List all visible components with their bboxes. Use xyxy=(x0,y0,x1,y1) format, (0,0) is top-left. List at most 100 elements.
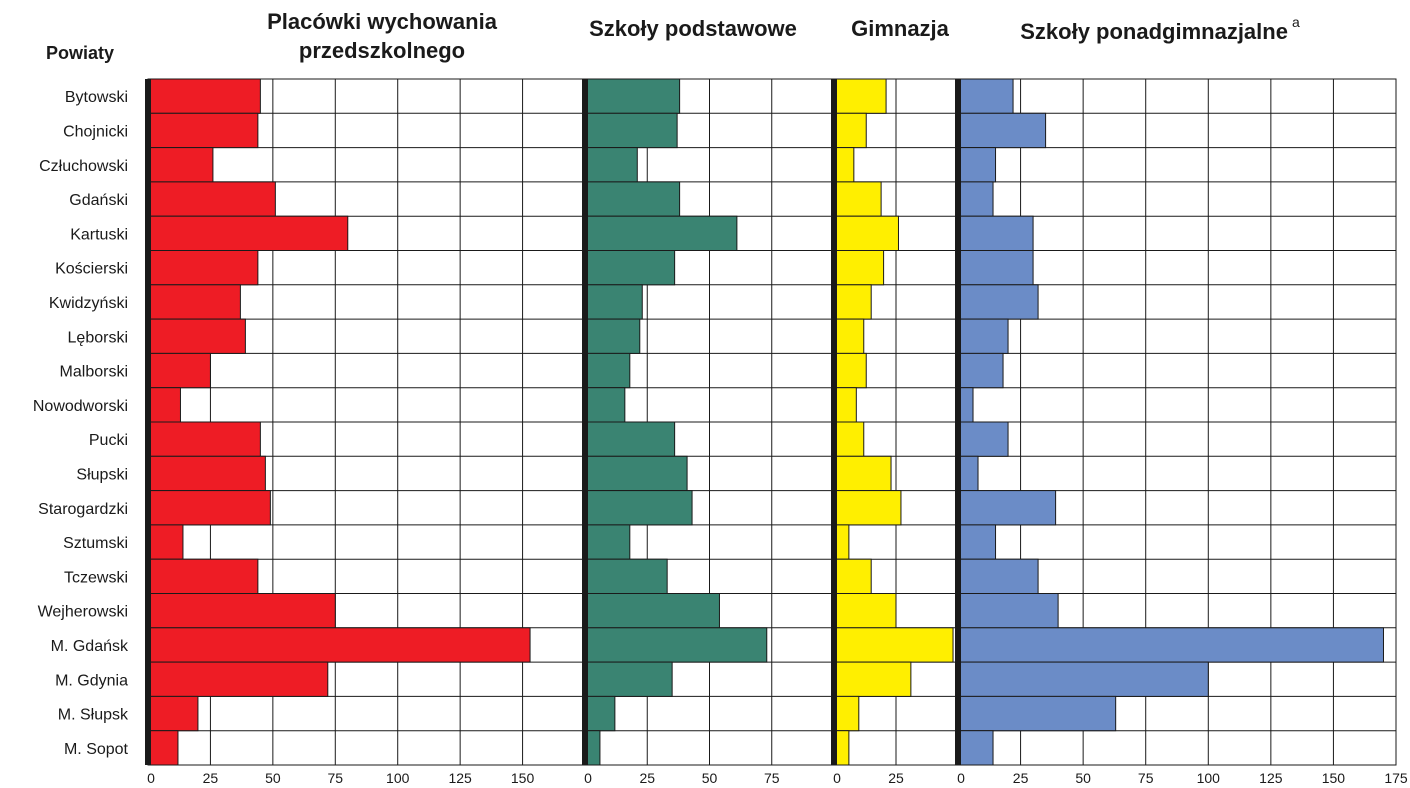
bar-3-m-gdynia xyxy=(833,661,912,697)
bar-4-chojnicki xyxy=(957,112,1047,149)
tick-label: 0 xyxy=(147,770,155,786)
bar-1-słupski xyxy=(147,455,266,492)
bar-1-gdański xyxy=(147,181,276,217)
bar-3-lęborski xyxy=(833,318,865,354)
bar-1-lęborski xyxy=(147,318,246,354)
bar-4-malborski xyxy=(957,352,1004,389)
bar-4-m-sopot xyxy=(957,730,994,766)
tick-label: 125 xyxy=(448,770,472,786)
bar-4-kartuski xyxy=(957,215,1034,251)
bar-2-chojnicki xyxy=(584,112,678,149)
bar-4-kościerski xyxy=(957,250,1034,286)
bar-4-gdański xyxy=(957,181,994,217)
tick-label: 75 xyxy=(764,770,780,786)
bar-3-kartuski xyxy=(833,215,899,251)
bar-1-m-gdańsk xyxy=(147,627,531,663)
tick-label: 25 xyxy=(1013,770,1029,786)
bar-3-kościerski xyxy=(833,250,885,286)
tick-label: 50 xyxy=(1075,770,1091,786)
bar-3-pucki xyxy=(833,421,865,457)
bar-4-człuchowski xyxy=(957,147,997,183)
bar-2-starogardzki xyxy=(584,490,693,526)
bar-4-m-słupsk xyxy=(957,695,1117,732)
tick-label: 0 xyxy=(584,770,592,786)
bar-3-m-gdańsk xyxy=(833,627,954,663)
tick-label: 150 xyxy=(511,770,535,786)
zero-axis-3 xyxy=(831,79,837,765)
category-label: M. Gdynia xyxy=(55,672,128,689)
category-label: Kwidzyński xyxy=(49,295,128,312)
bar-4-m-gdynia xyxy=(957,661,1209,697)
bar-2-kościerski xyxy=(584,250,676,286)
bar-2-nowodworski xyxy=(584,387,626,423)
bar-2-człuchowski xyxy=(584,147,638,183)
tick-labels: 0 25 50 75 100 125 150 0 25 50 75 0 25 0 25 50 75 100 125 1… xyxy=(147,770,1408,786)
tick-label: 100 xyxy=(386,770,410,786)
bar-2-m-gdańsk xyxy=(584,627,768,663)
tick-label: 75 xyxy=(327,770,343,786)
category-labels: Bytowski Chojnicki Człuchowski Gdański Kartu… xyxy=(33,89,129,758)
bar-1-wejherowski xyxy=(147,593,336,629)
bar-2-kartuski xyxy=(584,215,738,251)
category-label: M. Gdańsk xyxy=(51,638,129,655)
zero-axis-4 xyxy=(955,79,961,765)
category-label: Wejherowski xyxy=(38,604,128,621)
bar-2-kwidzyński xyxy=(584,284,643,320)
tick-label: 75 xyxy=(1138,770,1154,786)
bar-1-m-słupsk xyxy=(147,695,199,732)
bar-1-tczewski xyxy=(147,558,259,595)
tick-label: 25 xyxy=(888,770,904,786)
bar-2-słupski xyxy=(584,455,688,492)
bar-2-bytowski xyxy=(584,78,681,114)
bar-4-wejherowski xyxy=(957,593,1059,629)
tick-label: 125 xyxy=(1259,770,1283,786)
bar-1-m-sopot xyxy=(147,730,179,766)
panel-title-2-line-1: Szkoły podstawowe xyxy=(589,16,797,41)
zero-axis-1 xyxy=(145,79,151,765)
panel-title-1-line-2: przedszkolnego xyxy=(299,38,465,63)
tick-label: 100 xyxy=(1197,770,1221,786)
bar-2-tczewski xyxy=(584,558,668,595)
zero-axis-2 xyxy=(582,79,588,765)
bar-1-kościerski xyxy=(147,250,259,286)
bars xyxy=(147,78,1384,766)
bar-3-kwidzyński xyxy=(833,284,872,320)
bar-1-sztumski xyxy=(147,524,184,560)
bar-4-lęborski xyxy=(957,318,1009,354)
bar-4-sztumski xyxy=(957,524,997,560)
bar-1-człuchowski xyxy=(147,147,214,183)
bar-1-chojnicki xyxy=(147,112,259,149)
panel-title-3-line-1: Gimnazja xyxy=(851,16,950,41)
category-label: Kartuski xyxy=(70,226,128,243)
category-label: Gdański xyxy=(69,192,128,209)
bar-2-m-słupsk xyxy=(584,695,616,732)
bar-2-wejherowski xyxy=(584,593,720,629)
axis-lines xyxy=(145,79,961,765)
panel-title-1-line-1: Placówki wychowania xyxy=(267,9,498,34)
category-label: Lęborski xyxy=(68,329,128,346)
bar-1-nowodworski xyxy=(147,387,181,423)
bar-4-bytowski xyxy=(957,78,1014,114)
tick-label: 25 xyxy=(639,770,655,786)
bar-2-gdański xyxy=(584,181,681,217)
panel-title-superscript: a xyxy=(1292,14,1300,30)
bar-3-słupski xyxy=(833,455,892,492)
bar-4-kwidzyński xyxy=(957,284,1039,320)
bar-3-chojnicki xyxy=(833,112,867,149)
tick-label: 150 xyxy=(1322,770,1346,786)
bar-3-nowodworski xyxy=(833,387,857,423)
category-label: M. Słupsk xyxy=(58,707,129,724)
tick-label: 50 xyxy=(702,770,718,786)
bar-1-malborski xyxy=(147,352,211,389)
bar-2-sztumski xyxy=(584,524,631,560)
bar-3-wejherowski xyxy=(833,593,897,629)
bar-3-tczewski xyxy=(833,558,872,595)
bar-3-starogardzki xyxy=(833,490,902,526)
bar-4-starogardzki xyxy=(957,490,1057,526)
bar-1-m-gdynia xyxy=(147,661,329,697)
bar-3-malborski xyxy=(833,352,867,389)
tick-label: 175 xyxy=(1384,770,1408,786)
tick-label: 0 xyxy=(957,770,965,786)
category-label: Nowodworski xyxy=(33,398,128,415)
